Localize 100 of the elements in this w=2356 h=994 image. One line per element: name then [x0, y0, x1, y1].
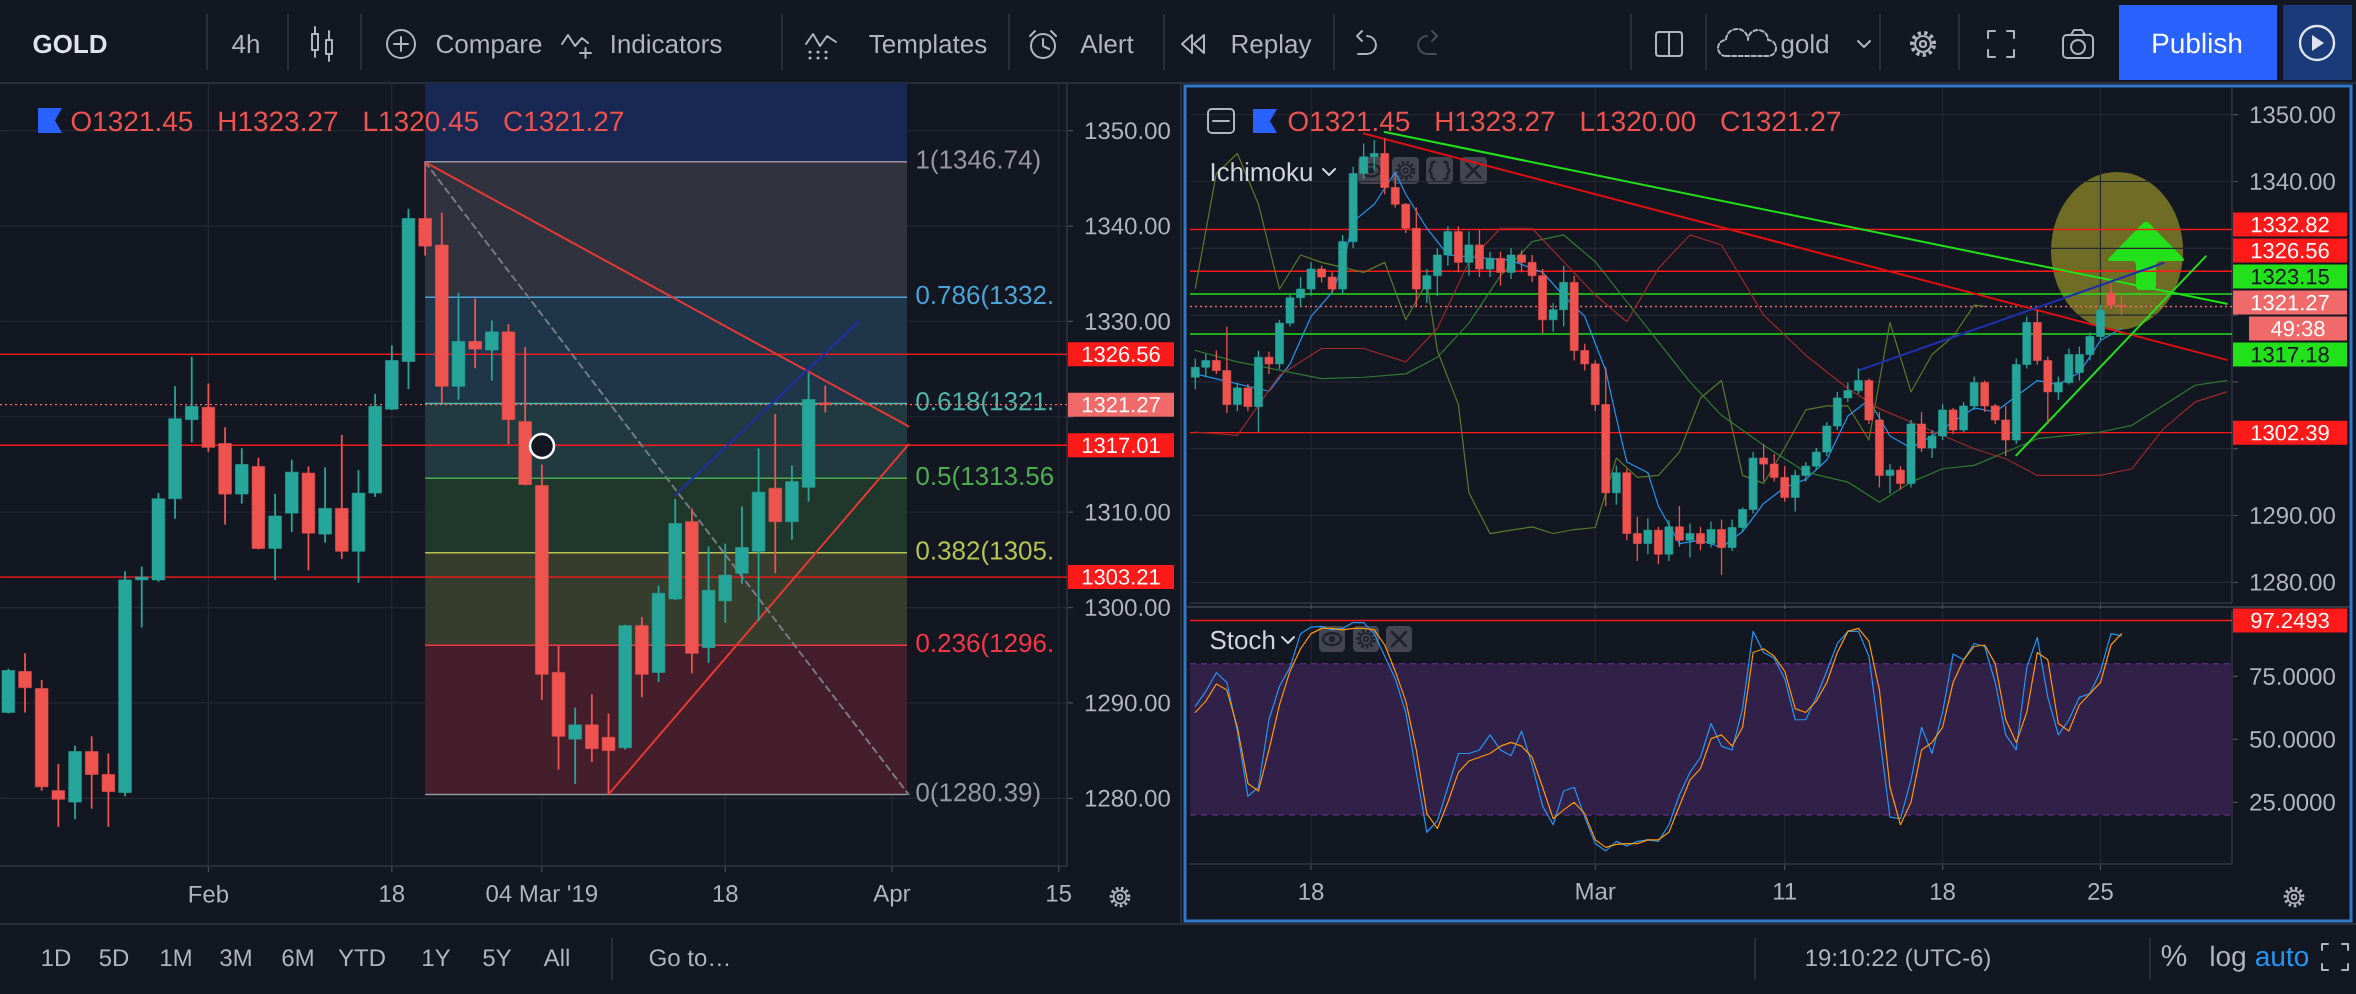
- text: Stoch: [1210, 630, 1275, 650]
- annotation: C1321.27: [504, 111, 624, 132]
- y-tick-label: 1350.00: [1085, 122, 1170, 140]
- candlestick: [1506, 247, 1516, 280]
- y-tick-label: 1340.00: [1085, 217, 1170, 235]
- text: 1M: [161, 949, 191, 966]
- band-label: 0.618(1321.: [916, 391, 1052, 416]
- x-tick-label: 18: [380, 885, 405, 903]
- candlestick: [1243, 383, 1253, 412]
- candlestick: [18, 652, 32, 714]
- candlestick: [585, 693, 599, 763]
- text: 3M: [220, 949, 251, 967]
- candlestick: [85, 735, 99, 810]
- x-tick-label: Feb: [189, 885, 229, 903]
- x-tick-label: 04 Mar '19: [486, 885, 597, 903]
- text: 19:10:22 (UTC-6): [1806, 948, 1990, 971]
- candlestick: [1685, 522, 1695, 559]
- ref-line-label: 1317.01: [1082, 437, 1160, 454]
- candlestick: [1611, 464, 1621, 506]
- x-tick-label: 18: [1931, 883, 1955, 901]
- text: Go to…: [649, 949, 729, 967]
- x-tick-label: Apr: [873, 885, 911, 907]
- ref-line-label: 1332.82: [2251, 216, 2329, 233]
- text: GOLD: [33, 34, 107, 54]
- candlestick: [135, 565, 149, 629]
- x-tick-label: 11: [1774, 883, 1796, 900]
- annotation: C1321.27: [1721, 111, 1841, 132]
- annotation: O1321.45: [1288, 111, 1410, 132]
- y-tick-label: 1280.00: [2250, 573, 2335, 591]
- candlestick: [1896, 465, 1905, 491]
- x-tick-label: Mar: [1576, 883, 1616, 900]
- text: 49:38: [2270, 320, 2325, 337]
- text: Replay: [1232, 34, 1312, 59]
- y-tick-label: 75.0000: [2250, 667, 2335, 685]
- y-tick-label: 1330.00: [1085, 312, 1170, 330]
- x-tick-label: 25: [2088, 883, 2113, 901]
- text: 5D: [99, 949, 129, 967]
- annotation: L1320.45: [364, 111, 479, 132]
- annotation: H1323.27: [219, 111, 338, 132]
- annotation: O1321.45: [71, 111, 193, 132]
- y-tick-label: 1290.00: [2250, 507, 2335, 524]
- candlestick: [1633, 516, 1642, 562]
- candlestick: [1854, 367, 1863, 395]
- y-tick-label: 50.0000: [2250, 730, 2335, 748]
- candlestick: [601, 712, 616, 796]
- text: 1D: [42, 949, 71, 966]
- annotation: L1320.00: [1581, 111, 1696, 132]
- ref-line-label: 1323.15: [2251, 268, 2329, 285]
- candlestick: [1464, 230, 1474, 277]
- band-label: 0.236(1296.: [916, 633, 1052, 658]
- text: All: [543, 948, 569, 966]
- annotation: H1323.27: [1436, 111, 1555, 132]
- text: auto: [2255, 947, 2309, 967]
- text: Indicators: [612, 34, 722, 54]
- candlestick: [1422, 268, 1432, 304]
- candlestick: [1948, 407, 1958, 435]
- y-tick-label: 1340.00: [2250, 173, 2335, 190]
- text: Ichimoku: [1211, 162, 1312, 182]
- ref-line-label: 1326.56: [2251, 242, 2329, 259]
- candlestick: [468, 297, 482, 370]
- text: Templates: [869, 34, 987, 59]
- candlestick: [818, 384, 832, 414]
- band-label: 0.382(1305.: [916, 540, 1052, 565]
- x-tick-label: 18: [713, 885, 738, 903]
- x-tick-label: 15: [1047, 885, 1071, 902]
- candlestick: [51, 763, 65, 828]
- candlestick: [1675, 505, 1684, 548]
- band-label: 0(1280.39): [916, 782, 1040, 807]
- ref-line-label: 97.2493: [2251, 612, 2329, 629]
- candlestick: [1264, 351, 1274, 375]
- y-tick-label: 1280.00: [1085, 789, 1170, 807]
- candlestick: [1643, 517, 1653, 555]
- candlestick: [1485, 251, 1495, 278]
- candlestick: [1706, 520, 1716, 549]
- text: 6M: [282, 949, 313, 967]
- line-series: [1194, 152, 1986, 535]
- text: 4h: [232, 34, 259, 53]
- candlestick: [1496, 251, 1505, 287]
- candlestick: [185, 355, 199, 444]
- band-label: 0.5(1313.56: [916, 466, 1054, 491]
- text: YTD: [338, 949, 385, 966]
- band-label: 1(1346.74): [917, 149, 1040, 174]
- y-tick-label: 25.0000: [2250, 793, 2335, 811]
- candlestick: [568, 706, 582, 785]
- text: log: [2211, 945, 2245, 972]
- candlestick: [101, 752, 116, 828]
- text: gold: [1781, 34, 1828, 59]
- ref-line-label: 1321.27: [2251, 294, 2329, 311]
- candlestick: [1233, 381, 1242, 412]
- text: 1Y: [423, 949, 451, 966]
- ref-line-label: 1303.21: [1082, 569, 1160, 585]
- ref-line-label: 1317.18: [2251, 346, 2329, 363]
- text: Publish: [2153, 32, 2242, 54]
- y-tick-label: 1310.00: [1085, 503, 1170, 521]
- text: Alert: [1080, 34, 1134, 54]
- text: %: [2161, 945, 2187, 967]
- candlestick: [1717, 518, 1726, 576]
- ref-line-label: 1302.39: [2251, 424, 2329, 441]
- y-tick-label: 1300.00: [1085, 599, 1170, 617]
- ref-line-label: 1321.27: [1082, 396, 1160, 413]
